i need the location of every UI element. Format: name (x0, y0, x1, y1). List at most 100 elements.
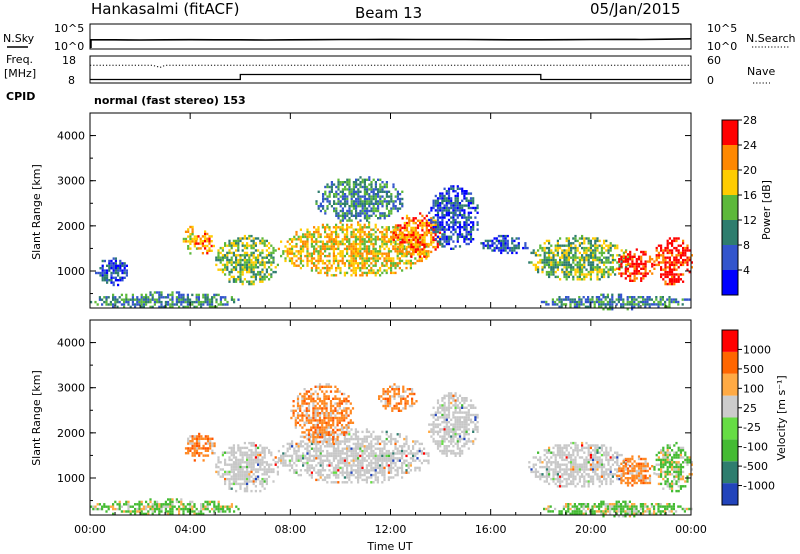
power-region-1 (95, 257, 128, 287)
freq-series-0 (90, 73, 691, 81)
power-colorbar-swatch-5 (722, 145, 738, 170)
velocity-colorbar-label-2: 100 (743, 382, 764, 395)
velocity-ylabel: Slant Range [km] (30, 370, 43, 466)
power-colorbar-swatch-0 (722, 270, 738, 295)
time-tick-label-0: 00:00 (74, 523, 106, 536)
power-ylabel: Slant Range [km] (30, 164, 43, 260)
time-axis-label: Time UT (366, 540, 412, 553)
time-axis: 00:00 04:00 08:00 12:00 16:00 20:00 00:00 (74, 113, 707, 536)
power-region-0 (90, 291, 240, 309)
power-colorbar-swatch-3 (722, 195, 738, 220)
power-region-9 (480, 234, 529, 255)
power-colorbar-label-4: 20 (743, 164, 757, 177)
freq-left-label: Freq. (6, 53, 33, 66)
velocity-colorbar-label: Velocity [m s⁻¹] (775, 375, 788, 460)
velocity-ytick-label-3: 4000 (57, 337, 85, 350)
power-colorbar-swatch-6 (722, 120, 738, 145)
velocity-region-2 (215, 441, 279, 493)
beam-title: Beam 13 (355, 4, 422, 22)
time-tick-label-2: 08:00 (274, 523, 306, 536)
power-colorbar-swatch-4 (722, 170, 738, 195)
power-colorbar-swatch-2 (722, 220, 738, 245)
power-region-10 (528, 234, 630, 281)
velocity-region-6 (428, 392, 479, 457)
noise-left-tick-bottom: 10^0 (54, 40, 84, 53)
power-colorbar-label-6: 28 (743, 114, 757, 127)
power-region-4 (215, 234, 279, 286)
power-ytick-label-2: 3000 (57, 175, 85, 188)
freq-left-unit: [MHz] (4, 67, 36, 80)
time-tick-label-1: 04:00 (174, 523, 206, 536)
freq-right-label: Nave (747, 65, 775, 78)
freq-right-tick-bottom: 0 (707, 74, 714, 87)
freq-series-1 (90, 64, 691, 68)
velocity-colorbar-label-5: -100 (743, 441, 768, 454)
velocity-panel: 1000 2000 3000 4000 Slant Range [km] 1000 50… (30, 319, 788, 518)
power-ytick-label-1: 2000 (57, 220, 85, 233)
cpid-value: normal (fast stereo) 153 (94, 94, 246, 107)
frequency-panel: Freq. [MHz] 18 8 60 0 Nave (4, 53, 775, 87)
time-tick-label-5: 20:00 (575, 523, 607, 536)
velocity-colorbar-label-6: -500 (743, 460, 768, 473)
freq-left-tick-bottom: 8 (68, 74, 75, 87)
time-tick-label-4: 16:00 (475, 523, 507, 536)
velocity-colorbar-swatch-4 (722, 395, 738, 418)
power-colorbar-label-3: 16 (743, 189, 757, 202)
velocity-colorbar-swatch-5 (722, 373, 738, 396)
velocity-colorbar-swatch-3 (722, 417, 738, 440)
noise-right-tick-top: 10^5 (707, 22, 737, 35)
power-panel: 1000 2000 3000 4000 Slant Range [km] 4 8 12 16… (30, 112, 773, 311)
velocity-colorbar-label-4: -25 (743, 421, 761, 434)
velocity-colorbar-label-1: 500 (743, 363, 764, 376)
power-region-13 (540, 293, 691, 311)
velocity-ytick-label-0: 1000 (57, 472, 85, 485)
power-colorbar-label: Power [dB] (760, 180, 773, 240)
velocity-colorbar-swatch-1 (722, 461, 738, 484)
power-region-8 (428, 185, 479, 250)
velocity-region-1 (184, 432, 216, 462)
power-region-11 (615, 248, 656, 282)
power-colorbar-label-1: 8 (743, 239, 750, 252)
power-ytick-label-3: 4000 (57, 130, 85, 143)
velocity-region-8 (615, 455, 656, 487)
power-region-6 (315, 176, 404, 222)
velocity-colorbar-label-3: 25 (743, 402, 757, 415)
velocity-region-9 (653, 441, 693, 493)
velocity-colorbar-swatch-6 (722, 351, 738, 374)
velocity-colorbar-swatch-2 (722, 439, 738, 462)
velocity-region-10 (543, 500, 693, 518)
power-colorbar-label-5: 24 (743, 139, 757, 152)
velocity-colorbar-swatch-0 (722, 483, 738, 505)
velocity-colorbar-label-0: 1000 (743, 343, 771, 356)
power-colorbar-label-2: 12 (743, 214, 757, 227)
velocity-region-4 (290, 383, 355, 444)
power-region-2 (182, 225, 199, 255)
velocity-colorbar-swatch-7 (722, 330, 738, 352)
power-colorbar-frame (721, 119, 739, 296)
date-title: 05/Jan/2015 (590, 0, 681, 18)
radar-title: Hankasalmi (fitACF) (91, 0, 239, 18)
power-region-3 (195, 230, 215, 255)
noise-left-tick-top: 10^5 (54, 22, 84, 35)
noise-left-label: N.Sky (3, 32, 35, 45)
velocity-region-7 (528, 441, 630, 488)
freq-left-tick-top: 18 (62, 54, 76, 67)
cpid-label: CPID (6, 90, 35, 103)
power-colorbar-label-0: 4 (743, 264, 750, 277)
power-region-12 (653, 237, 693, 286)
power-ytick-label-0: 1000 (57, 265, 85, 278)
velocity-region-5 (378, 383, 418, 412)
time-tick-label-6: 00:00 (675, 523, 707, 536)
power-colorbar-swatch-1 (722, 245, 738, 270)
time-tick-label-3: 12:00 (375, 523, 407, 536)
noise-panel: N.Sky 10^5 10^0 10^5 10^0 N.Search (3, 22, 796, 53)
velocity-ytick-label-1: 2000 (57, 427, 85, 440)
noise-right-label: N.Search (746, 32, 796, 45)
noise-right-tick-bottom: 10^0 (707, 40, 737, 53)
velocity-colorbar-frame (721, 329, 739, 506)
velocity-colorbar-label-7: -1000 (743, 480, 775, 493)
velocity-region-0 (90, 498, 240, 516)
freq-right-tick-top: 60 (707, 54, 721, 67)
velocity-ytick-label-2: 3000 (57, 382, 85, 395)
